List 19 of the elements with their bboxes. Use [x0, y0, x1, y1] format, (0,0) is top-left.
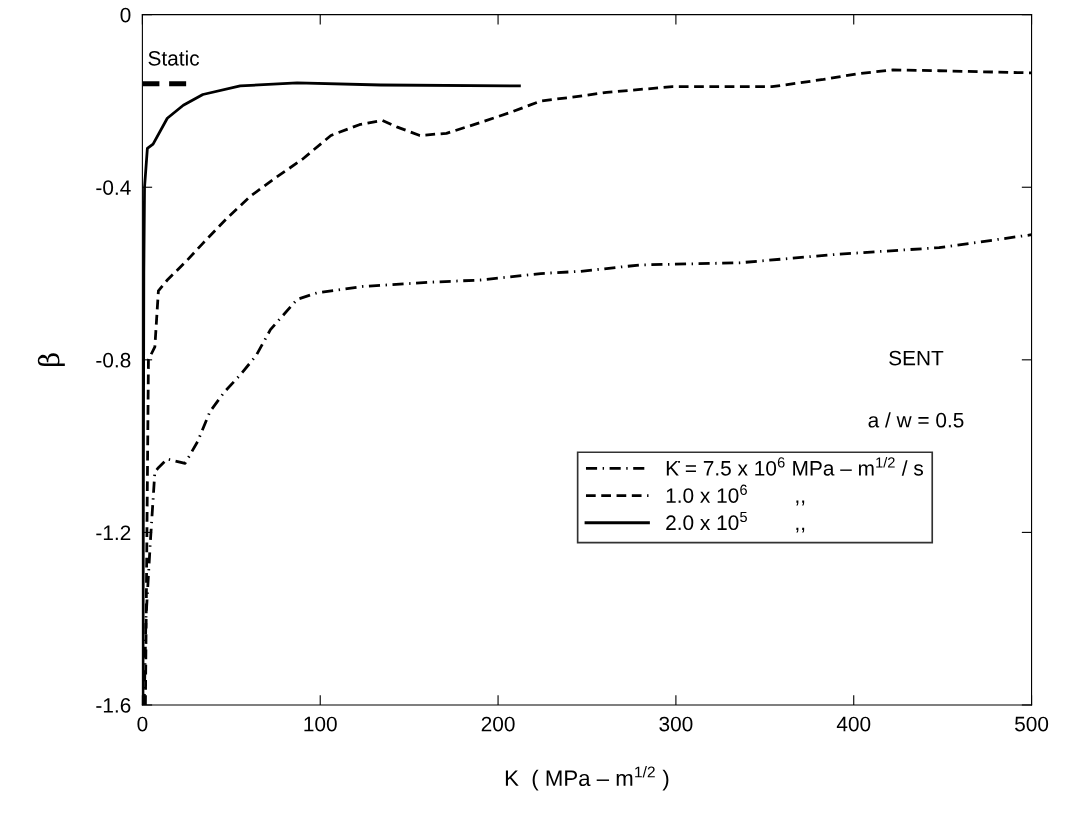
- x-axis-title: K ( MPa – m$^{1/2}$ ): [505, 766, 669, 791]
- y-tick-label: 0: [120, 7, 131, 23]
- x-tick-label: 200: [481, 716, 515, 732]
- y-tick-label: -0.4: [96, 180, 131, 195]
- y-tick-label: -0.8: [96, 352, 131, 368]
- annotation: a / w = 0.5: [868, 412, 964, 428]
- annotation: Static: [148, 50, 200, 66]
- y-axis-title: β: [37, 353, 65, 367]
- x-tick-label: 400: [836, 716, 871, 732]
- x-tick-label: 300: [659, 716, 693, 732]
- y-tick-label: -1.2: [96, 525, 131, 540]
- y-tick-label: -1.6: [96, 697, 131, 713]
- text: 1.0 x 10$^{6}$ ,,: [666, 484, 805, 506]
- annotation: SENT: [889, 350, 944, 366]
- x-tick-label: 0: [137, 716, 148, 732]
- x-tick-label: 100: [304, 716, 337, 732]
- text: 2.0 x 10$^{5}$ ,,: [666, 511, 805, 533]
- x-tick-label: 500: [1015, 716, 1049, 732]
- legend-label: K̇ = 7.5 x 10$^{6}$ MPa – m$^{1/2}$ / s: [666, 456, 923, 476]
